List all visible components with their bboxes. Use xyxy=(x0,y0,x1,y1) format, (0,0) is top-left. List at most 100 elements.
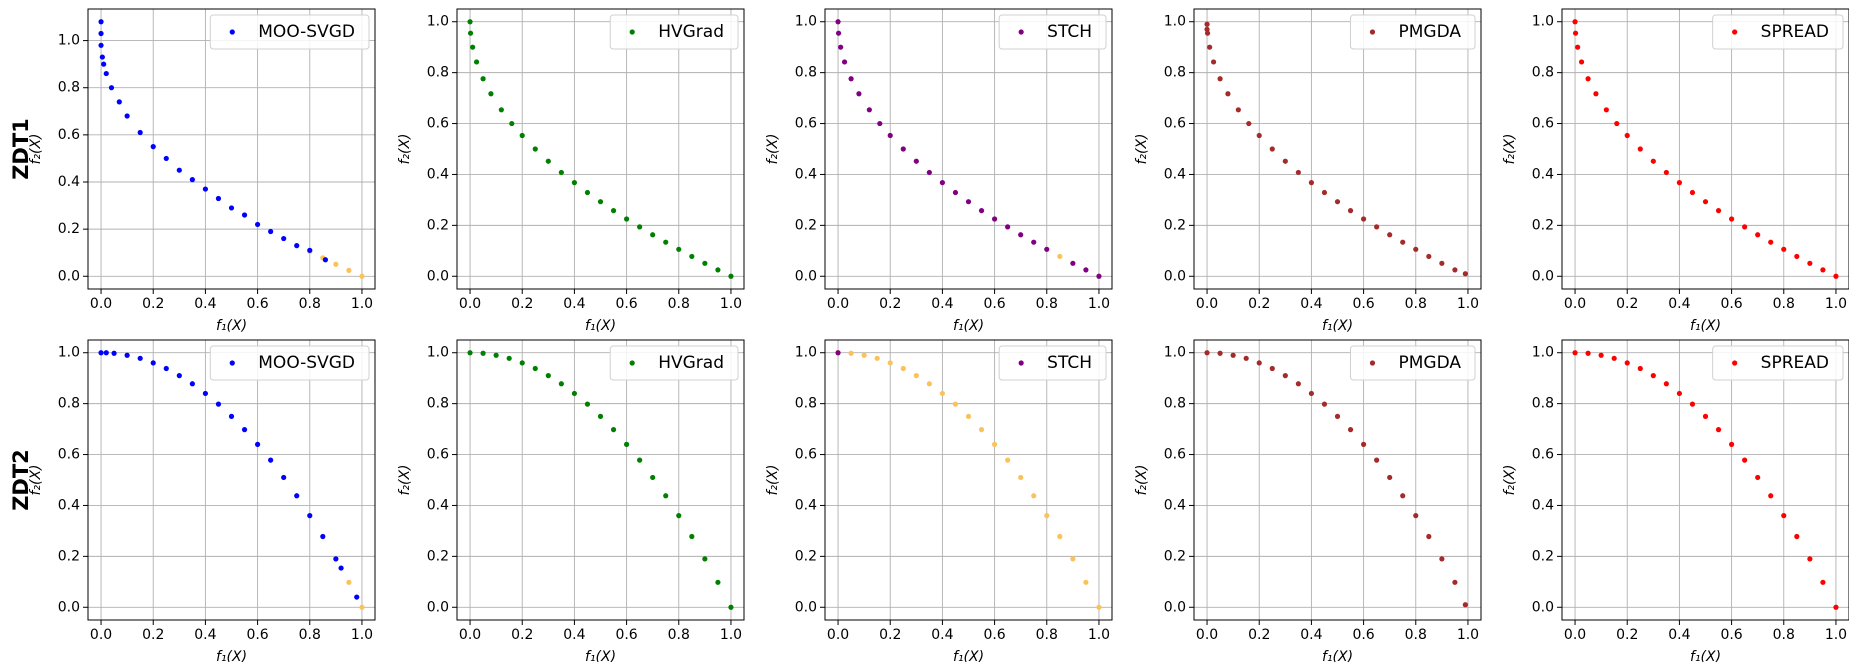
legend-box xyxy=(1712,345,1844,381)
point xyxy=(1387,232,1393,238)
point xyxy=(1637,146,1643,152)
point xyxy=(1031,239,1037,245)
y-axis-label: f₂(X) xyxy=(397,133,413,164)
point xyxy=(545,373,551,379)
point xyxy=(1413,246,1419,252)
point xyxy=(676,513,682,519)
point xyxy=(965,413,972,419)
y-tick-label: 0.8 xyxy=(58,396,80,412)
point xyxy=(1204,30,1211,36)
point xyxy=(480,76,486,82)
point xyxy=(1295,381,1301,387)
x-tick-label: 0.0 xyxy=(1564,296,1586,312)
point xyxy=(103,350,109,356)
y-tick-label: 0.8 xyxy=(795,65,817,81)
point xyxy=(926,169,932,176)
point xyxy=(1413,513,1419,519)
point xyxy=(856,91,862,97)
y-tick-label: 0.2 xyxy=(1164,217,1186,233)
point xyxy=(1217,76,1223,82)
x-tick-label: 0.8 xyxy=(1036,627,1058,643)
y-tick-label: 0.0 xyxy=(58,599,80,615)
point xyxy=(519,132,525,139)
point xyxy=(333,261,339,267)
plot-frame xyxy=(1561,339,1849,621)
point xyxy=(1374,224,1380,230)
x-tick-label: 0.2 xyxy=(1248,296,1270,312)
legend-label: PMGDA xyxy=(1398,353,1461,373)
point xyxy=(887,132,893,139)
point xyxy=(338,565,344,571)
x-tick-label: 1.0 xyxy=(1825,296,1847,312)
plot-frame xyxy=(87,339,376,621)
point xyxy=(98,30,104,37)
point xyxy=(1603,107,1609,113)
y-tick-label: 0.2 xyxy=(58,221,80,237)
point xyxy=(1624,360,1630,366)
point xyxy=(1768,239,1774,245)
point xyxy=(1096,604,1102,610)
point xyxy=(1321,189,1328,196)
point xyxy=(1676,180,1683,186)
point xyxy=(1572,19,1578,25)
plot-frame xyxy=(824,8,1113,290)
y-tick-label: 0.8 xyxy=(427,65,449,81)
y-tick-label: 0.4 xyxy=(1532,497,1554,513)
x-tick-label: 1.0 xyxy=(1825,627,1847,643)
point xyxy=(1833,273,1839,279)
point xyxy=(545,158,551,164)
point xyxy=(848,350,854,356)
y-tick-label: 0.8 xyxy=(795,396,817,412)
point xyxy=(1833,604,1839,610)
y-tick-label: 0.2 xyxy=(427,548,449,564)
x-tick-label: 0.4 xyxy=(1668,627,1690,643)
plot-frame xyxy=(1561,8,1849,290)
point xyxy=(98,19,104,25)
legend-marker xyxy=(1369,29,1376,35)
point xyxy=(838,44,844,50)
y-axis-label: f₂(X) xyxy=(1502,464,1518,495)
point xyxy=(281,235,287,242)
point xyxy=(1572,30,1579,36)
point xyxy=(1295,169,1301,176)
point xyxy=(835,19,841,25)
point xyxy=(1715,208,1722,214)
x-tick-label: 0.4 xyxy=(931,627,953,643)
point xyxy=(1742,224,1748,230)
point xyxy=(137,129,143,136)
point xyxy=(663,493,669,499)
point xyxy=(861,352,867,358)
y-axis-label: f₂(X) xyxy=(397,464,413,495)
y-tick-label: 0.8 xyxy=(1164,396,1186,412)
point xyxy=(1269,146,1275,152)
legend-box xyxy=(609,14,739,50)
point xyxy=(874,355,880,361)
point xyxy=(1663,169,1669,176)
y-tick-label: 0.2 xyxy=(1164,548,1186,564)
point xyxy=(320,533,326,540)
point xyxy=(1585,76,1591,82)
point xyxy=(913,158,919,164)
y-tick-label: 0.6 xyxy=(427,447,449,463)
y-axis-label: f₂(X) xyxy=(1134,133,1150,164)
point xyxy=(1439,556,1445,562)
y-tick-label: 0.4 xyxy=(427,166,449,182)
point xyxy=(1282,158,1288,164)
point xyxy=(163,155,169,162)
point xyxy=(1070,260,1076,266)
point xyxy=(610,208,617,214)
point xyxy=(1650,158,1656,164)
point xyxy=(150,144,156,150)
point xyxy=(1217,350,1223,356)
point xyxy=(623,216,630,222)
x-tick-label: 1.0 xyxy=(351,627,373,643)
legend-label: HVGrad xyxy=(658,22,724,42)
point xyxy=(866,107,872,113)
point xyxy=(877,120,883,127)
point xyxy=(848,76,854,82)
x-tick-label: 0.2 xyxy=(142,627,164,643)
point xyxy=(111,350,117,356)
point xyxy=(1426,533,1432,540)
point xyxy=(689,533,695,540)
point xyxy=(228,205,235,211)
